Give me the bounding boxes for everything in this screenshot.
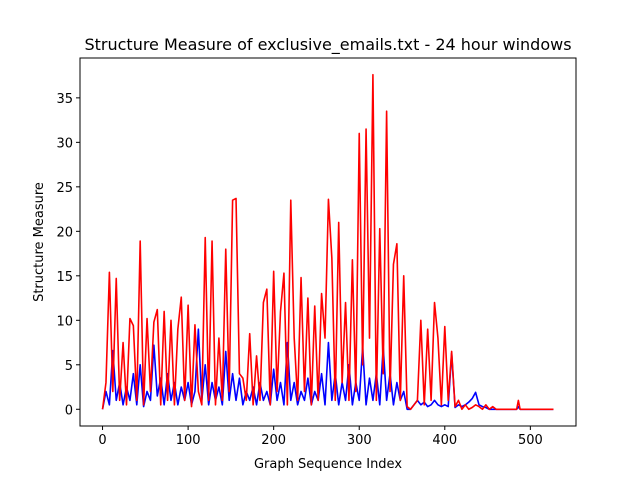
x-tick-label: 400 xyxy=(432,433,457,448)
y-tick-label: 35 xyxy=(56,92,73,107)
plot-area xyxy=(101,73,554,411)
x-tick-label: 200 xyxy=(261,433,286,448)
y-tick-label: 5 xyxy=(65,359,73,374)
x-axis-label: Graph Sequence Index xyxy=(254,457,402,472)
y-tick-label: 10 xyxy=(56,314,73,329)
x-tick-label: 300 xyxy=(347,433,372,448)
y-axis-label: Structure Measure xyxy=(32,182,47,302)
y-tick-label: 25 xyxy=(56,181,73,196)
axes-frame xyxy=(79,57,577,427)
y-tick-label: 0 xyxy=(65,403,73,418)
x-tick-label: 500 xyxy=(518,433,543,448)
x-tick-label: 100 xyxy=(176,433,201,448)
y-tick-label: 20 xyxy=(56,225,73,240)
y-tick-label: 15 xyxy=(56,270,73,285)
data-line xyxy=(101,73,554,411)
y-tick-label: 30 xyxy=(56,136,73,151)
x-tick-label: 0 xyxy=(98,433,106,448)
chart-title: Structure Measure of exclusive_emails.tx… xyxy=(84,35,571,55)
data-line xyxy=(101,328,554,411)
